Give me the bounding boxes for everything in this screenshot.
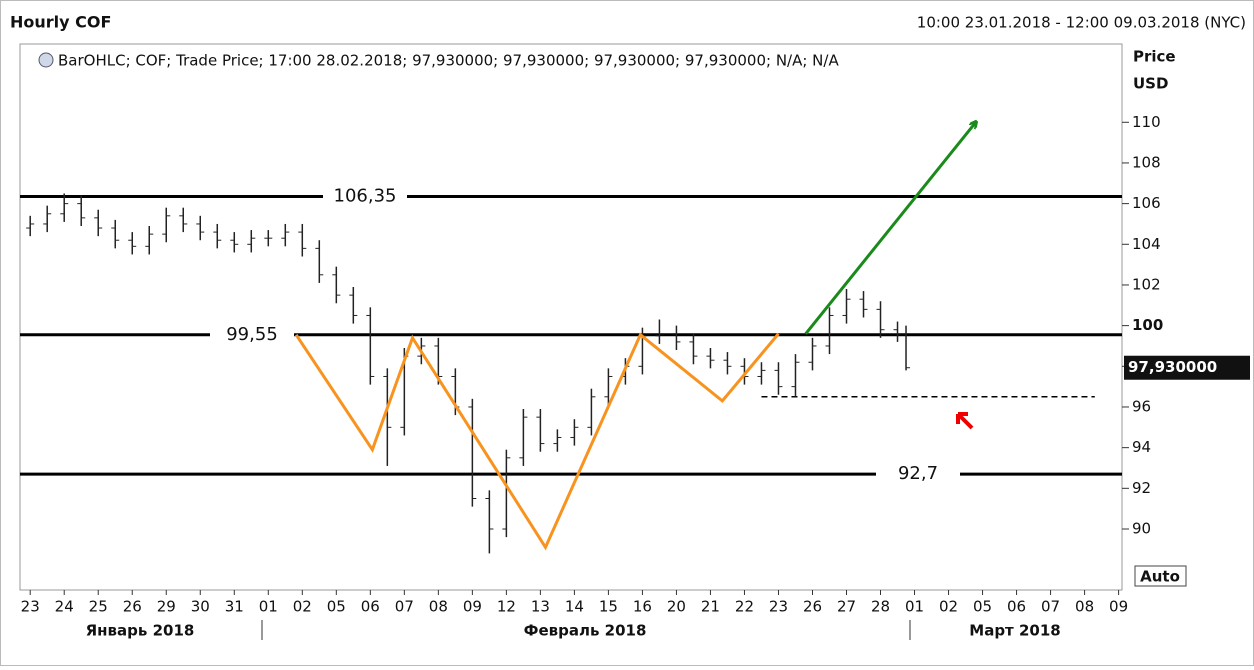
x-tick-label: 25 <box>89 598 108 616</box>
x-tick-label: 09 <box>463 598 482 616</box>
x-tick-label: 06 <box>361 598 380 616</box>
x-tick-label: 02 <box>293 598 312 616</box>
x-tick-label: 01 <box>905 598 924 616</box>
y-tick-label: 110 <box>1132 113 1161 131</box>
x-tick-label: 27 <box>837 598 856 616</box>
last-price-label: 97,930000 <box>1128 358 1217 376</box>
x-tick-label: 15 <box>599 598 618 616</box>
x-tick-label: 06 <box>1007 598 1026 616</box>
x-tick-label: 08 <box>429 598 448 616</box>
trend-arrow <box>804 122 976 335</box>
x-tick-label: 20 <box>667 598 686 616</box>
level-label-bg <box>210 323 294 346</box>
last-price-box <box>1124 355 1250 380</box>
x-tick-label: 09 <box>1109 598 1128 616</box>
y-axis-title: Price <box>1133 48 1176 66</box>
x-tick-label: 01 <box>259 598 278 616</box>
month-label: Февраль 2018 <box>524 622 647 640</box>
date-range: 10:00 23.01.2018 - 12:00 09.03.2018 (NYC… <box>917 14 1246 32</box>
x-tick-label: 30 <box>191 598 210 616</box>
x-tick-label: 21 <box>701 598 720 616</box>
x-tick-label: 02 <box>939 598 958 616</box>
y-tick-label: 100 <box>1132 316 1163 334</box>
x-tick-label: 05 <box>327 598 346 616</box>
auto-button-label[interactable]: Auto <box>1140 568 1180 586</box>
x-tick-label: 05 <box>973 598 992 616</box>
level-label: 106,35 <box>334 186 397 207</box>
x-tick-label: 24 <box>55 598 74 616</box>
y-tick-label: 92 <box>1132 479 1151 497</box>
x-tick-label: 29 <box>157 598 176 616</box>
level-label-bg <box>876 463 960 486</box>
y-tick-label: 96 <box>1132 397 1151 415</box>
x-tick-label: 23 <box>21 598 40 616</box>
x-tick-label: 14 <box>565 598 584 616</box>
plot-area <box>19 43 1123 591</box>
x-tick-label: 07 <box>1041 598 1060 616</box>
x-tick-label: 31 <box>225 598 244 616</box>
x-tick-label: 26 <box>803 598 822 616</box>
x-tick-label: 23 <box>769 598 788 616</box>
x-tick-label: 26 <box>123 598 142 616</box>
month-label: Март 2018 <box>969 622 1060 640</box>
x-tick-label: 13 <box>531 598 550 616</box>
x-tick-label: 22 <box>735 598 754 616</box>
level-label: 99,55 <box>226 324 278 345</box>
x-tick-label: 07 <box>395 598 414 616</box>
y-tick-label: 106 <box>1132 194 1161 212</box>
legend-icon <box>38 52 54 68</box>
month-label: Январь 2018 <box>86 622 195 640</box>
y-tick-label: 104 <box>1132 235 1161 253</box>
y-tick-label: 90 <box>1132 519 1151 537</box>
auto-button[interactable] <box>1134 565 1187 587</box>
y-tick-label: 94 <box>1132 438 1151 456</box>
x-tick-label: 16 <box>633 598 652 616</box>
y-tick-label: 102 <box>1132 275 1161 293</box>
x-tick-label: 28 <box>871 598 890 616</box>
y-tick-label: 108 <box>1132 153 1161 171</box>
level-label-bg <box>323 185 407 208</box>
pattern-line <box>294 332 780 551</box>
level-label: 92,7 <box>898 463 938 484</box>
red-arrow <box>956 412 974 430</box>
x-tick-label: 08 <box>1075 598 1094 616</box>
legend: BarOHLC; COF; Trade Price; 17:00 28.02.2… <box>58 52 839 70</box>
chart-title: Hourly COF <box>10 13 111 32</box>
y-axis-unit: USD <box>1133 75 1168 93</box>
x-tick-label: 12 <box>497 598 516 616</box>
